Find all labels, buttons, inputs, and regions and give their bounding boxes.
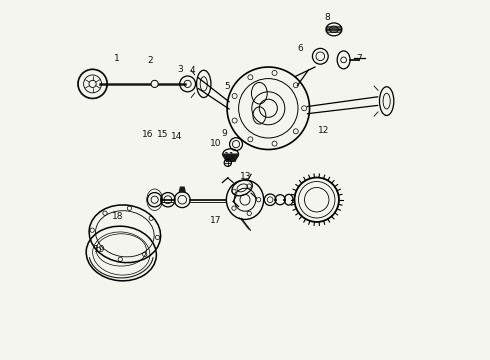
Text: 1: 1: [114, 54, 120, 63]
Text: 7: 7: [356, 54, 362, 63]
Text: 15: 15: [157, 130, 168, 139]
Text: 17: 17: [210, 216, 221, 225]
Text: 18: 18: [112, 212, 123, 221]
Text: 3: 3: [177, 65, 183, 74]
Text: 4: 4: [190, 66, 195, 75]
Text: 19: 19: [95, 246, 106, 255]
Circle shape: [151, 80, 158, 87]
Text: 16: 16: [143, 130, 154, 139]
Text: 9: 9: [221, 129, 227, 138]
Text: 6: 6: [298, 44, 303, 53]
Text: 8: 8: [324, 13, 330, 22]
Text: 14: 14: [171, 132, 182, 141]
Text: 5: 5: [224, 82, 230, 91]
Text: 12: 12: [318, 126, 330, 135]
Text: 10: 10: [210, 139, 221, 148]
Text: 11: 11: [223, 152, 235, 161]
Text: 13: 13: [240, 172, 251, 181]
Polygon shape: [179, 187, 185, 192]
Polygon shape: [223, 154, 239, 161]
Text: 2: 2: [147, 56, 153, 65]
